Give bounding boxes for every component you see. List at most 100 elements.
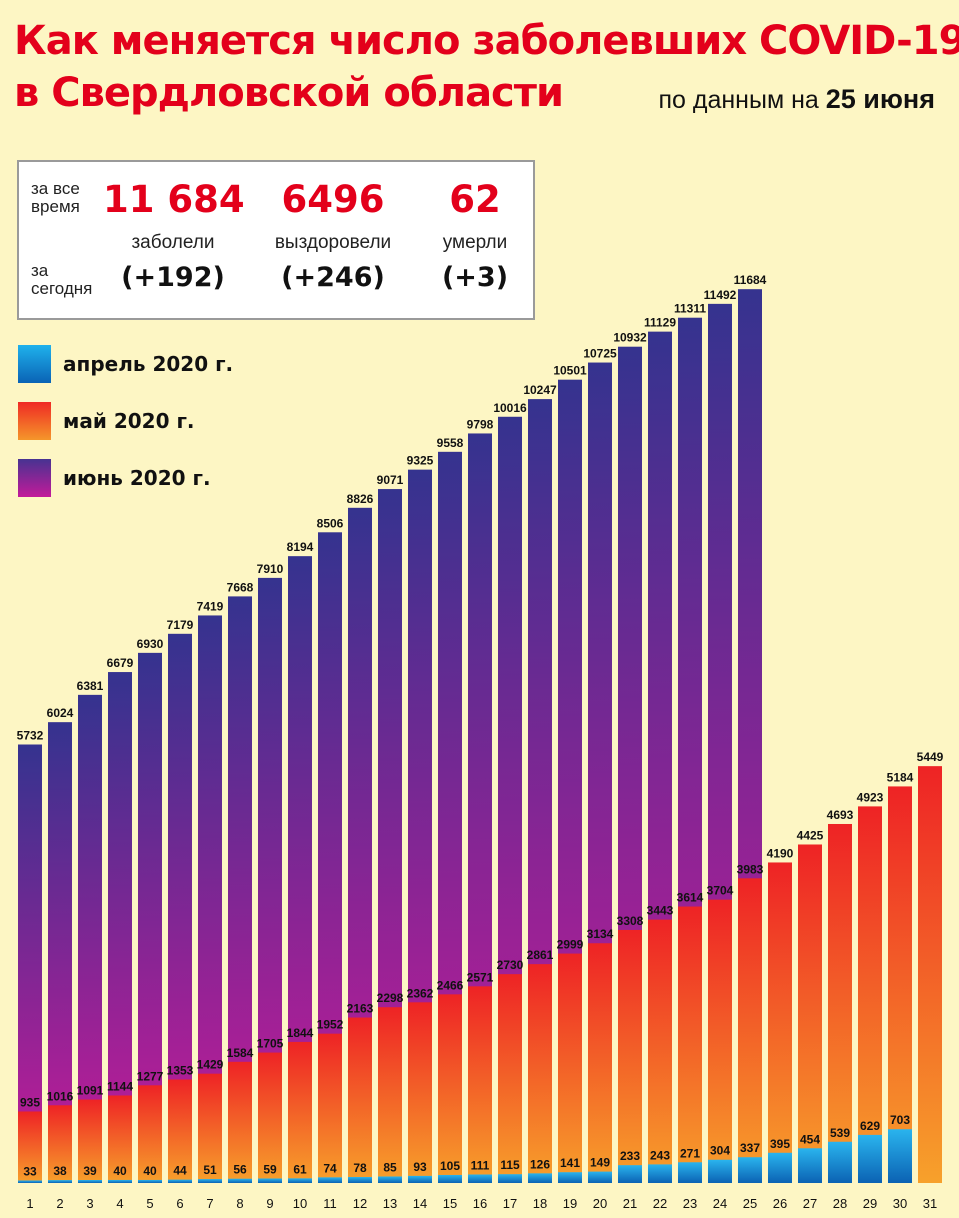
label-april-day-1: 33: [23, 1164, 37, 1178]
x-tick-10: 10: [293, 1196, 307, 1211]
label-april-day-23: 271: [680, 1146, 700, 1160]
label-april-day-28: 539: [830, 1126, 850, 1140]
bar-june-day-1: [18, 744, 42, 1183]
label-may-day-17: 2730: [497, 958, 524, 972]
x-tick-25: 25: [743, 1196, 757, 1211]
stat-deaths-caption: умерли: [442, 232, 508, 253]
bar-april-day-16: [468, 1174, 492, 1183]
label-may-day-15: 2466: [437, 978, 464, 992]
label-june-day-11: 8506: [317, 516, 344, 530]
label-april-day-19: 141: [560, 1156, 580, 1170]
label-june-day-20: 10725: [583, 347, 617, 361]
bar-may-day-23: [678, 906, 702, 1183]
x-tick-6: 6: [176, 1196, 183, 1211]
bar-may-day-31: [918, 766, 942, 1183]
bar-april-day-25: [738, 1157, 762, 1183]
legend-swatch-may: [18, 402, 51, 440]
bar-may-day-28: [828, 823, 852, 1183]
label-april-day-24: 304: [710, 1144, 730, 1158]
x-tick-4: 4: [116, 1196, 123, 1211]
label-may-day-8: 1584: [227, 1046, 254, 1060]
bar-april-day-22: [648, 1164, 672, 1183]
bar-may-day-13: [378, 1007, 402, 1183]
bar-may-day-25: [738, 878, 762, 1183]
label-june-day-16: 9798: [467, 417, 494, 431]
x-tick-30: 30: [893, 1196, 907, 1211]
x-tick-15: 15: [443, 1196, 457, 1211]
label-may-day-30: 5184: [887, 770, 914, 784]
label-june-day-9: 7910: [257, 562, 284, 576]
label-june-day-15: 9558: [437, 436, 464, 450]
legend-label-april: апрель 2020 г.: [63, 352, 234, 376]
label-june-day-3: 6381: [77, 679, 104, 693]
bar-april-day-14: [408, 1175, 432, 1183]
bar-may-day-8: [228, 1061, 252, 1183]
label-june-day-23: 11311: [674, 302, 706, 316]
label-may-day-27: 4425: [797, 828, 824, 842]
label-april-day-14: 93: [413, 1160, 427, 1174]
x-tick-11: 11: [323, 1196, 337, 1211]
bar-april-day-13: [378, 1176, 402, 1183]
label-april-day-27: 454: [800, 1132, 820, 1146]
label-june-day-17: 10016: [493, 401, 527, 415]
label-may-day-3: 1091: [77, 1084, 104, 1098]
label-june-day-22: 11129: [644, 316, 676, 330]
label-june-day-10: 8194: [287, 540, 314, 554]
label-april-day-22: 243: [650, 1148, 670, 1162]
stat-recovered-delta: (+246): [281, 262, 385, 293]
bar-may-day-20: [588, 943, 612, 1183]
stat-deaths-delta: (+3): [441, 262, 509, 293]
label-june-day-13: 9071: [377, 473, 404, 487]
bar-april-day-19: [558, 1172, 582, 1183]
x-tick-24: 24: [713, 1196, 727, 1211]
x-tick-9: 9: [266, 1196, 273, 1211]
bar-april-day-6: [168, 1179, 192, 1183]
bar-may-day-27: [798, 844, 822, 1183]
label-april-day-7: 51: [203, 1163, 217, 1177]
bar-april-day-24: [708, 1159, 732, 1183]
stat-recovered-value: 6496: [281, 178, 385, 221]
bar-may-day-1: [18, 1111, 42, 1183]
label-april-day-6: 44: [173, 1164, 187, 1178]
bar-may-day-26: [768, 862, 792, 1183]
bar-may-day-17: [498, 974, 522, 1183]
bar-may-day-4: [108, 1095, 132, 1183]
label-june-day-12: 8826: [347, 492, 374, 506]
bar-may-day-3: [78, 1099, 102, 1183]
x-tick-1: 1: [26, 1196, 33, 1211]
label-april-day-26: 395: [770, 1137, 790, 1151]
bar-april-day-9: [258, 1178, 282, 1183]
bar-may-day-7: [198, 1073, 222, 1183]
label-may-day-14: 2362: [407, 986, 434, 1000]
label-may-day-29: 4923: [857, 790, 884, 804]
x-tick-18: 18: [533, 1196, 547, 1211]
legend-label-may: май 2020 г.: [63, 409, 195, 433]
label-may-day-21: 3308: [617, 914, 644, 928]
bar-may-day-14: [408, 1002, 432, 1183]
label-june-day-5: 6930: [137, 637, 164, 651]
label-june-day-25: 11684: [734, 273, 767, 287]
label-june-day-2: 6024: [47, 706, 74, 720]
label-may-day-23: 3614: [677, 891, 704, 905]
x-tick-7: 7: [206, 1196, 213, 1211]
stat-deaths-value: 62: [449, 178, 501, 221]
bar-may-day-6: [168, 1079, 192, 1183]
stat-infected-delta: (+192): [121, 262, 225, 293]
label-april-day-2: 38: [53, 1164, 67, 1178]
x-tick-14: 14: [413, 1196, 427, 1211]
label-april-day-15: 105: [440, 1159, 460, 1173]
bar-may-day-2: [48, 1105, 72, 1183]
label-april-day-13: 85: [383, 1160, 397, 1174]
label-april-day-12: 78: [353, 1161, 367, 1175]
bar-april-day-10: [288, 1178, 312, 1183]
x-tick-28: 28: [833, 1196, 847, 1211]
label-may-day-28: 4693: [827, 808, 854, 822]
label-june-day-19: 10501: [553, 364, 587, 378]
chart-title-line-1: Как меняется число заболевших COVID-19: [14, 18, 959, 64]
label-april-day-10: 61: [293, 1162, 307, 1176]
x-tick-19: 19: [563, 1196, 577, 1211]
label-april-day-4: 40: [113, 1164, 127, 1178]
label-may-day-22: 3443: [647, 904, 674, 918]
label-april-day-18: 126: [530, 1157, 550, 1171]
label-april-day-29: 629: [860, 1119, 880, 1133]
